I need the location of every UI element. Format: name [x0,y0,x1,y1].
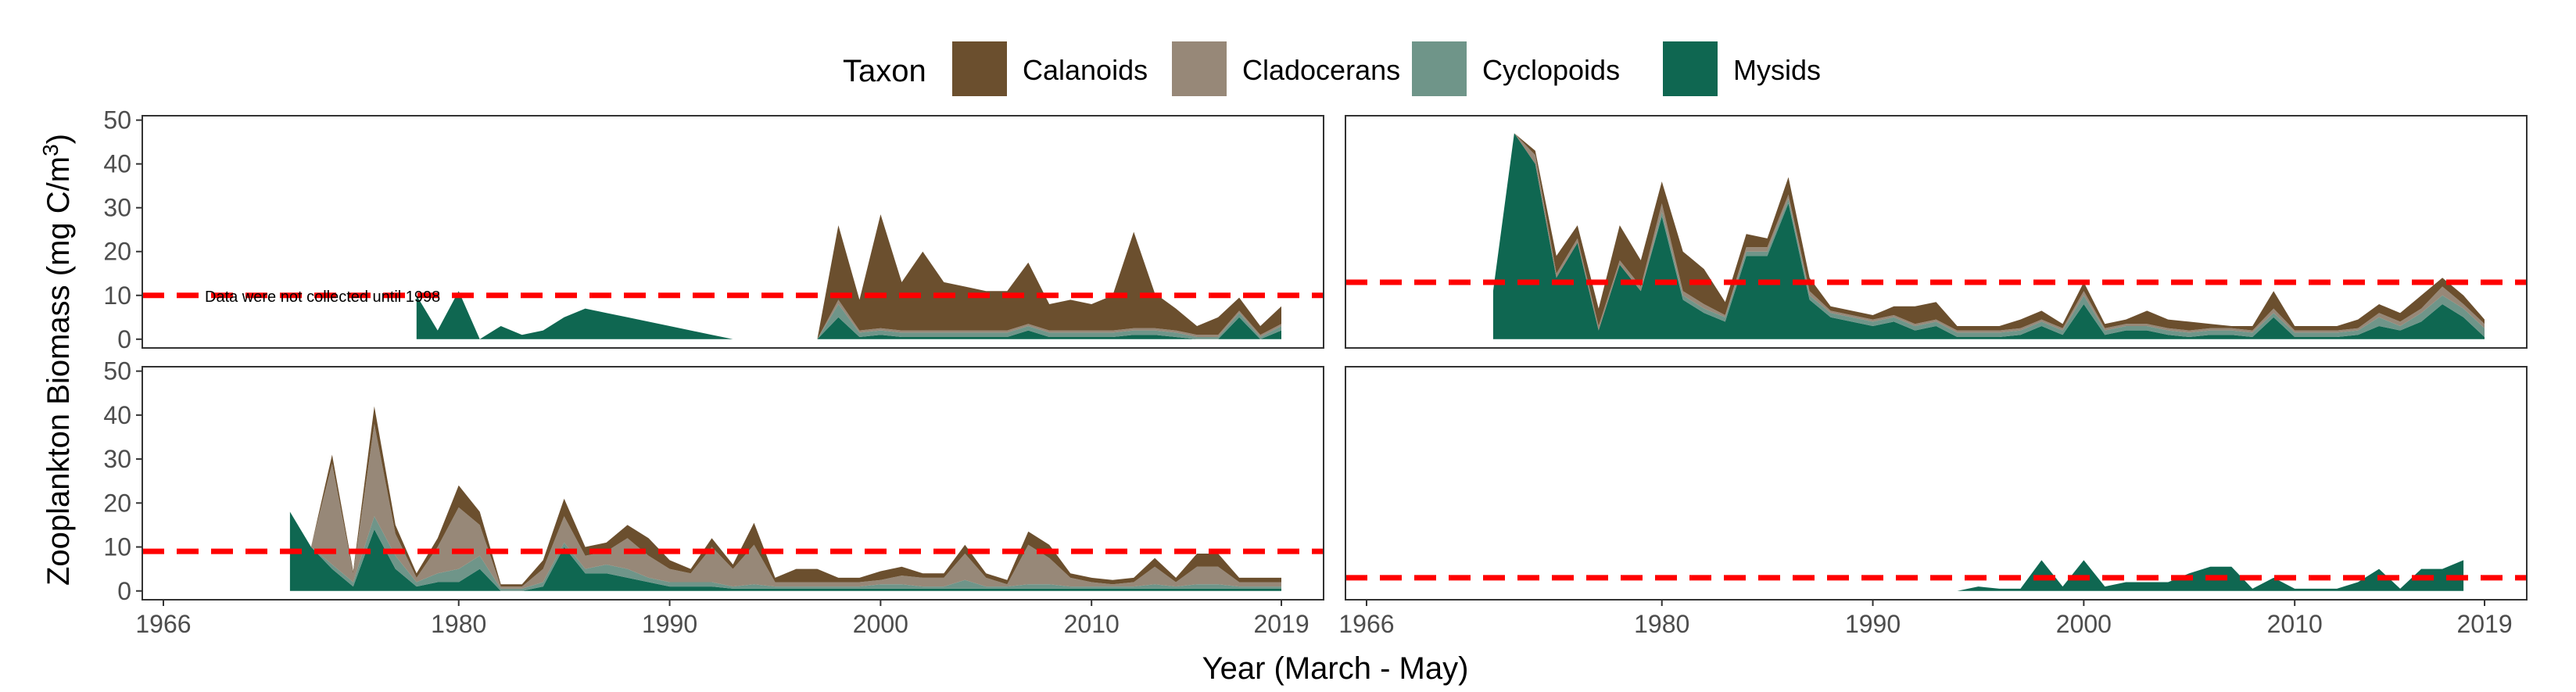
y-axis-title-main: Zooplankton Biomass (mg C/m [41,156,76,586]
panel-border-bottom-right [1345,366,2528,601]
panel-border-top-right [1345,115,2528,349]
panel-bottom-left: 0 10 20 30 40 50 1966 1980 1990 2000 2010 2019 [103,357,1324,638]
area-cladocerans-bottom-left [289,424,1281,589]
y-tick-label-top-left-20: 20 [103,238,131,266]
y-tick-label-top-left-30: 30 [103,194,131,222]
legend-label-calanoids: Calanoids [1023,54,1148,86]
x-tick-label-bottom-right-1980: 1980 [1634,610,1689,638]
area-mysids-top-right [1492,133,2485,339]
x-tick-label-bottom-right-2019: 2019 [2456,610,2512,638]
y-axis-title-suffix: ) [41,134,76,144]
panel-top-right [1345,115,2528,349]
legend-swatch-mysids [1663,41,1718,96]
legend-title: Taxon [843,54,926,88]
x-tick-label-bottom-left-1966: 1966 [135,610,191,638]
y-tick-label-bottom-left-10: 10 [103,533,131,561]
y-tick-label-bottom-left-20: 20 [103,489,131,517]
legend-label-cyclopoids: Cyclopoids [1482,54,1620,86]
x-tick-label-bottom-left-2019: 2019 [1253,610,1309,638]
y-tick-label-top-left-40: 40 [103,150,131,178]
area-calanoids-bottom-left [289,406,1281,587]
area-calanoids-top-left [416,214,1281,339]
legend-swatch-cyclopoids [1412,41,1467,96]
x-tick-label-bottom-left-1990: 1990 [642,610,697,638]
legend: Taxon Calanoids Cladocerans Cyclopoids Mysid… [843,41,1821,96]
area-cladocerans-top-left [416,291,1281,339]
area-mysids-top-left [416,291,1281,339]
area-mysids-bottom-left [289,511,1281,591]
panel-top-left: Data were not collected until 1998 0 10 20 3… [103,106,1324,353]
y-tick-label-top-left-0: 0 [117,325,131,353]
y-tick-label-bottom-left-50: 50 [103,357,131,385]
x-tick-label-bottom-right-2010: 2010 [2267,610,2323,638]
legend-label-cladocerans: Cladocerans [1242,54,1400,86]
y-axis-title: Zooplankton Biomass (mg C/m3) [38,134,76,586]
annotation-top-left: Data were not collected until 1998 [205,289,440,306]
y-axis-title-superscript: 3 [38,144,63,156]
legend-swatch-calanoids [952,41,1007,96]
legend-label-mysids: Mysids [1733,54,1821,86]
x-tick-label-bottom-left-1980: 1980 [431,610,486,638]
y-tick-label-bottom-left-0: 0 [117,577,131,605]
x-tick-label-bottom-right-2000: 2000 [2056,610,2112,638]
y-tick-label-top-left-50: 50 [103,106,131,134]
x-tick-label-bottom-right-1966: 1966 [1338,610,1394,638]
x-tick-label-bottom-left-2000: 2000 [853,610,908,638]
panel-border-top-left [142,115,1324,349]
y-tick-label-bottom-left-40: 40 [103,401,131,429]
y-tick-label-bottom-left-30: 30 [103,445,131,473]
x-tick-label-bottom-right-1990: 1990 [1845,610,1901,638]
panel-bottom-right: 1966 1980 1990 2000 2010 2019 [1338,366,2528,638]
panel-border-bottom-left [142,366,1324,601]
panels: Data were not collected until 1998 0 10 20 3… [103,106,2528,638]
y-tick-label-top-left-10: 10 [103,281,131,310]
area-calanoids-top-right [1492,133,2485,331]
x-tick-label-bottom-left-2010: 2010 [1064,610,1120,638]
x-axis-title: Year (March - May) [1202,651,1469,686]
legend-swatch-cladocerans [1172,41,1227,96]
